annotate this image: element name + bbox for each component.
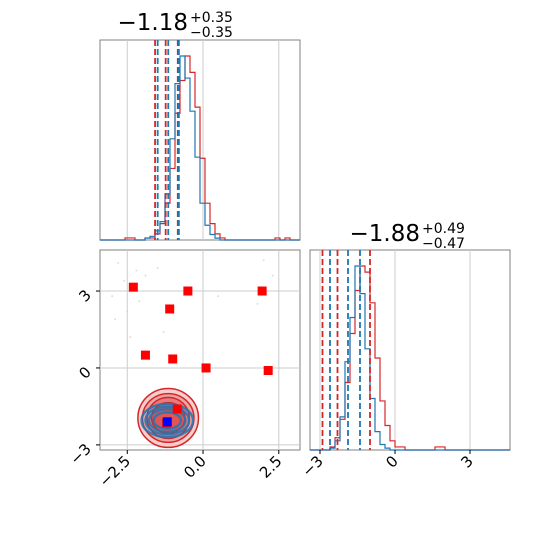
faint-point-14: [129, 336, 132, 339]
scatter-square-7: [263, 366, 273, 376]
title-param2: −1.88 +0.49 −0.47: [350, 221, 465, 252]
grid-hist-param1: [126, 40, 280, 240]
hist-param1-series: [100, 40, 300, 241]
faint-point-3: [144, 274, 147, 277]
x-tick-label-param2-1: 0: [382, 452, 401, 471]
scatter-square-0: [128, 282, 138, 292]
scatter-square-8: [172, 404, 182, 414]
faint-point-8: [271, 274, 274, 277]
grid-hist-param2: [319, 250, 471, 450]
hist-param2-series: [310, 250, 510, 451]
x-tick-label-param1-0: −2.5: [96, 452, 134, 490]
title-param1-main: −1.18: [118, 10, 188, 36]
x-tick-label-param2-0: −3: [298, 452, 326, 480]
title-param2-plus: +0.49: [422, 221, 465, 237]
faint-point-9: [256, 302, 259, 305]
scatter-square-6: [201, 363, 211, 373]
scatter-square-5: [168, 354, 178, 364]
truth-marker: [162, 417, 172, 427]
panel-2d-frame: [99, 249, 301, 451]
faint-point-5: [138, 300, 141, 303]
title-param1-minus: −0.35: [190, 25, 233, 41]
contour-a-2: [147, 408, 187, 433]
y-tick-label-param2-0: −3: [66, 440, 94, 468]
panel-2d-scatter: −2.5 0.0 2.5 −3 0 3: [66, 249, 301, 491]
hist-param1-series-a: [100, 55, 300, 241]
faint-point-4: [111, 295, 114, 298]
title-param1: −1.18 +0.35 −0.35: [118, 10, 233, 41]
x-tick-label-param1-1: 0.0: [180, 452, 210, 482]
scatter-square-3: [257, 286, 267, 296]
hist-param2-series-a: [310, 265, 510, 451]
x-tick-label-param1-2: 2.5: [256, 452, 286, 482]
faint-point-1: [135, 269, 138, 272]
title-param1-plus: +0.35: [190, 10, 233, 26]
faint-point-7: [262, 259, 265, 262]
faint-point-6: [126, 310, 129, 313]
contour-a-0: [140, 402, 195, 439]
scatter-square-4: [140, 350, 150, 360]
panel-hist-param2: −3 0 3: [298, 249, 511, 480]
x-axis-param2: −3 0 3: [298, 450, 477, 480]
contour-a-1: [144, 405, 191, 436]
y-axis-param2: −3 0 3: [66, 286, 100, 468]
y-tick-label-param2-1: 0: [75, 363, 94, 382]
scatter-content: [111, 259, 274, 449]
faint-point-10: [156, 266, 159, 269]
panel-hist-param1: [99, 39, 301, 241]
faint-point-0: [117, 261, 120, 264]
x-axis-param1: −2.5 0.0 2.5: [96, 450, 286, 491]
scatter-square-1: [165, 304, 175, 314]
faint-point-2: [123, 279, 126, 282]
scatter-square-2: [183, 286, 193, 296]
y-tick-label-param2-2: 3: [75, 286, 94, 305]
contour-a-3: [152, 411, 183, 430]
faint-point-13: [217, 295, 220, 298]
x-tick-label-param2-2: 3: [457, 452, 476, 471]
title-param2-minus: −0.47: [422, 236, 465, 252]
faint-point-12: [162, 331, 165, 334]
title-param2-main: −1.88: [350, 221, 420, 247]
faint-point-11: [114, 318, 117, 321]
